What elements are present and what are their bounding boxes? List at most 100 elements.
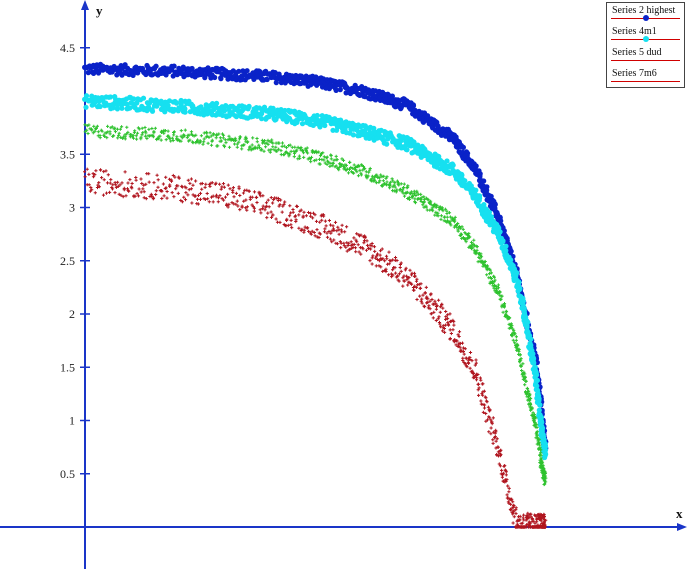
data-point (227, 145, 232, 149)
data-point (134, 100, 140, 106)
data-point (448, 312, 452, 316)
data-point (404, 266, 408, 270)
data-point (485, 418, 490, 422)
data-point (259, 211, 263, 215)
data-point (431, 316, 435, 320)
data-point (116, 180, 120, 184)
data-point (364, 170, 368, 174)
data-point (436, 214, 440, 218)
data-point (542, 449, 548, 455)
data-point (535, 430, 539, 434)
data-point (509, 502, 513, 506)
data-point (397, 183, 401, 187)
data-point (446, 317, 450, 321)
data-point (352, 163, 356, 167)
legend-marker (643, 36, 649, 42)
data-point (409, 190, 413, 194)
data-point (268, 150, 272, 154)
data-point (481, 202, 487, 208)
data-point (508, 507, 512, 511)
data-point (354, 250, 358, 254)
data-point (104, 191, 109, 195)
data-point (531, 411, 535, 415)
data-point (266, 198, 270, 202)
data-point (110, 187, 115, 191)
data-point (425, 113, 431, 119)
data-point (301, 215, 305, 219)
data-point (266, 142, 270, 146)
data-point (429, 199, 433, 203)
data-point (362, 241, 366, 245)
data-point (294, 218, 298, 222)
data-point (463, 347, 467, 351)
data-point (317, 150, 321, 154)
data-point (242, 143, 246, 147)
data-point (320, 218, 324, 222)
data-point (269, 196, 273, 200)
data-point (430, 207, 434, 211)
data-point (173, 100, 180, 106)
data-point (456, 333, 460, 337)
data-point (325, 231, 329, 235)
data-point (334, 154, 338, 158)
data-point (325, 155, 329, 159)
data-point (160, 189, 164, 193)
data-point (439, 217, 443, 221)
data-point (489, 418, 493, 422)
data-point (139, 135, 143, 139)
data-point (223, 195, 228, 199)
data-point (457, 343, 461, 347)
data-point (272, 198, 276, 202)
y-tick-label: 3.5 (60, 147, 75, 161)
legend-item-series-4m1: Series 4m1 (607, 24, 684, 45)
data-point (258, 191, 262, 195)
data-point (282, 202, 286, 206)
data-point (483, 259, 487, 264)
data-point (382, 182, 386, 186)
data-point (258, 208, 262, 212)
data-point (195, 197, 200, 201)
data-point (260, 147, 264, 151)
data-point (126, 181, 130, 185)
data-point (238, 193, 242, 198)
data-point (517, 347, 521, 351)
data-point (460, 341, 465, 345)
series-layer (82, 61, 549, 529)
data-point (201, 142, 205, 146)
data-point (169, 178, 173, 182)
data-point (83, 170, 87, 174)
data-point (233, 114, 240, 120)
data-point (415, 297, 419, 302)
data-point (207, 135, 211, 139)
data-point (234, 138, 238, 142)
data-point (407, 280, 411, 284)
data-point (487, 430, 491, 434)
data-point (532, 364, 538, 370)
data-point (363, 236, 367, 240)
data-point (297, 213, 301, 217)
data-point (500, 475, 504, 479)
data-point (488, 214, 495, 220)
data-point (448, 337, 452, 341)
data-point (355, 240, 359, 244)
data-point (460, 236, 464, 240)
data-point (364, 248, 369, 252)
data-point (509, 322, 513, 326)
data-point (521, 516, 525, 520)
data-point (136, 126, 140, 130)
data-point (347, 167, 352, 171)
data-point (329, 157, 333, 161)
data-point (279, 149, 283, 153)
data-point (503, 248, 509, 254)
data-point (451, 328, 455, 332)
data-point (216, 144, 220, 148)
data-point (211, 200, 215, 204)
data-point (475, 376, 479, 380)
data-point (503, 464, 507, 468)
data-point (391, 179, 395, 183)
data-point (331, 224, 335, 228)
data-point (482, 406, 487, 410)
data-point (183, 128, 187, 132)
data-point (342, 244, 346, 248)
data-point (510, 334, 514, 338)
